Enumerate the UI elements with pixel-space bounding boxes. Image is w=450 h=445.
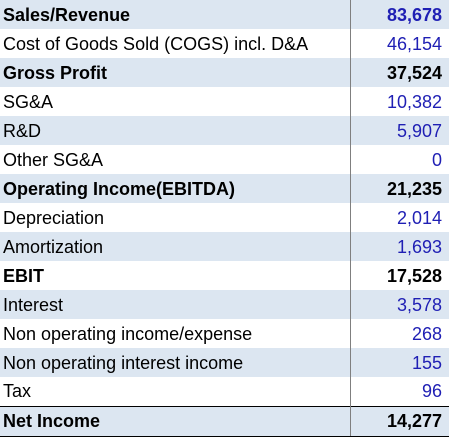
row-label[interactable]: Tax	[0, 377, 351, 406]
income-statement-table: Sales/Revenue 83,678 Cost of Goods Sold …	[0, 0, 449, 437]
row-value[interactable]: 96	[421, 381, 442, 402]
row-value[interactable]: 2,014	[396, 207, 442, 228]
row-amortization: Amortization 1,693	[0, 232, 449, 261]
row-net-income: Net Income 14,277	[0, 405, 449, 437]
row-value[interactable]: 0	[431, 149, 442, 170]
row-label[interactable]: SG&A	[0, 87, 351, 116]
row-label[interactable]: Non operating interest income	[0, 348, 351, 377]
row-rnd: R&D 5,907	[0, 116, 449, 145]
row-value[interactable]: 268	[411, 323, 442, 344]
row-ebit: EBIT 17,528	[0, 261, 449, 290]
row-non-operating-income-expense: Non operating income/expense 268	[0, 319, 449, 348]
row-value[interactable]: 5,907	[350, 116, 449, 145]
row-value[interactable]: 46,154	[386, 33, 442, 54]
row-value[interactable]: 83,678	[350, 0, 449, 29]
row-value[interactable]: 1,693	[350, 232, 449, 261]
row-value[interactable]: 3,578	[350, 290, 449, 319]
row-value[interactable]: 17,528	[386, 265, 442, 286]
row-value[interactable]: 21,235	[350, 174, 449, 203]
row-sga: SG&A 10,382	[0, 87, 449, 116]
row-depreciation: Depreciation 2,014	[0, 203, 449, 232]
row-tax: Tax 96	[0, 377, 449, 406]
row-label[interactable]: Interest	[0, 290, 351, 319]
row-non-operating-interest-income: Non operating interest income 155	[0, 348, 449, 377]
row-label[interactable]: Depreciation	[0, 203, 351, 232]
row-value[interactable]: 37,524	[350, 58, 449, 87]
row-label[interactable]: Non operating income/expense	[0, 319, 351, 348]
row-value[interactable]: 14,277	[350, 405, 449, 437]
row-value[interactable]: 155	[350, 348, 449, 377]
row-label[interactable]: Net Income	[0, 405, 351, 437]
row-label[interactable]: Operating Income(EBITDA)	[0, 174, 351, 203]
row-label[interactable]: Amortization	[0, 232, 351, 261]
row-label[interactable]: Gross Profit	[0, 58, 351, 87]
row-label[interactable]: EBIT	[0, 261, 351, 290]
row-other-sga: Other SG&A 0	[0, 145, 449, 174]
row-label[interactable]: Sales/Revenue	[0, 0, 351, 29]
row-interest: Interest 3,578	[0, 290, 449, 319]
row-label[interactable]: Other SG&A	[0, 145, 351, 174]
row-sales-revenue: Sales/Revenue 83,678	[0, 0, 449, 29]
row-cogs: Cost of Goods Sold (COGS) incl. D&A 46,1…	[0, 29, 449, 58]
row-gross-profit: Gross Profit 37,524	[0, 58, 449, 87]
row-operating-income: Operating Income(EBITDA) 21,235	[0, 174, 449, 203]
row-value[interactable]: 10,382	[386, 91, 442, 112]
row-label[interactable]: Cost of Goods Sold (COGS) incl. D&A	[0, 29, 351, 58]
row-label[interactable]: R&D	[0, 116, 351, 145]
